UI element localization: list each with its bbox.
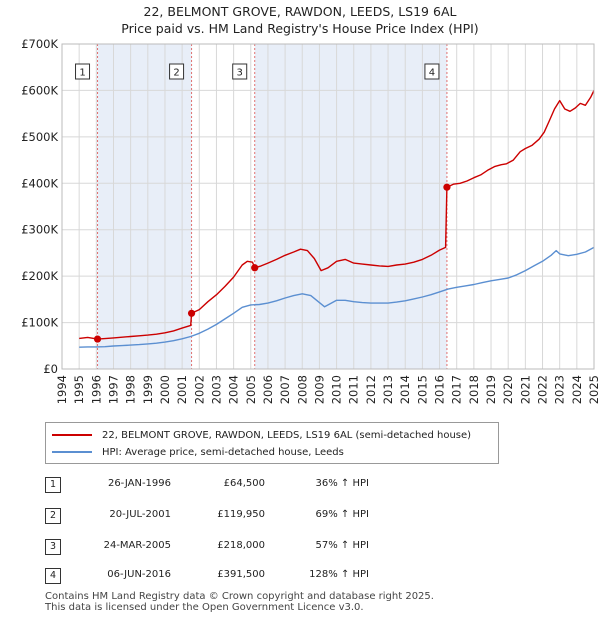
x-tick-label: 2021 bbox=[518, 375, 532, 404]
x-tick-label: 2002 bbox=[192, 375, 206, 404]
sale-label-box bbox=[75, 63, 91, 80]
x-tick-label: 2009 bbox=[312, 375, 326, 404]
transaction-number: 3 bbox=[45, 539, 61, 555]
table-row: 4 06-JUN-2016 £391,500 128% ↑ HPI bbox=[45, 568, 425, 586]
x-tick-label: 2007 bbox=[278, 375, 292, 404]
plot-border bbox=[61, 43, 595, 370]
footer: Contains HM Land Registry data © Crown c… bbox=[45, 591, 434, 613]
transaction-number: 1 bbox=[45, 477, 61, 493]
x-tick-label: 2011 bbox=[347, 375, 361, 404]
property-price-line bbox=[79, 90, 595, 340]
y-tick-label: £500K bbox=[21, 130, 58, 144]
transaction-date: 20-JUL-2001 bbox=[109, 509, 171, 520]
y-tick-label: £400K bbox=[21, 176, 58, 190]
y-tick-label: £200K bbox=[21, 269, 58, 283]
sale-point bbox=[93, 335, 102, 343]
y-tick-label: £700K bbox=[21, 37, 58, 51]
transaction-price: £64,500 bbox=[223, 478, 265, 489]
transaction-price: £218,000 bbox=[217, 540, 265, 551]
sale-label: 3 bbox=[237, 68, 243, 79]
x-tick-label: 2005 bbox=[244, 375, 258, 404]
legend-swatch-hpi bbox=[52, 451, 92, 453]
sale-points bbox=[93, 183, 451, 343]
transaction-hpi: 36% ↑ HPI bbox=[315, 478, 369, 489]
legend-label-hpi: HPI: Average price, semi-detached house,… bbox=[102, 446, 344, 458]
shaded-period bbox=[254, 44, 447, 369]
chart-subtitle: Price paid vs. HM Land Registry's House … bbox=[121, 21, 479, 36]
table-row: 3 24-MAR-2005 £218,000 57% ↑ HPI bbox=[45, 539, 425, 557]
sale-labels: 1 2 3 4 bbox=[75, 63, 440, 80]
x-tick-label: 1997 bbox=[106, 375, 120, 404]
x-tick-label: 2015 bbox=[415, 375, 429, 404]
footer-copyright: Contains HM Land Registry data © Crown c… bbox=[45, 591, 434, 602]
x-tick-label: 2010 bbox=[330, 375, 344, 404]
x-tick-label: 2017 bbox=[450, 375, 464, 404]
transaction-hpi: 128% ↑ HPI bbox=[309, 569, 369, 580]
x-tick-label: 1998 bbox=[124, 375, 138, 404]
legend: 22, BELMONT GROVE, RAWDON, LEEDS, LS19 6… bbox=[45, 422, 499, 464]
x-tick-label: 2019 bbox=[484, 375, 498, 404]
transaction-hpi: 57% ↑ HPI bbox=[315, 540, 369, 551]
sale-label: 1 bbox=[79, 68, 85, 79]
x-tick-label: 2013 bbox=[381, 375, 395, 404]
legend-swatch-property bbox=[52, 434, 92, 436]
transaction-number: 2 bbox=[45, 508, 61, 524]
transaction-price: £391,500 bbox=[217, 569, 265, 580]
sale-label: 2 bbox=[173, 68, 179, 79]
transaction-date: 26-JAN-1996 bbox=[107, 478, 171, 489]
price-chart: 1 2 3 4 £0 £100K £200K £300K £400K £500K £600K £70… bbox=[21, 37, 600, 404]
hpi-line bbox=[79, 246, 595, 348]
chart-title-line1: 22, BELMONT GROVE, RAWDON, LEEDS, LS19 6… bbox=[143, 4, 457, 19]
x-tick-label: 1996 bbox=[89, 375, 103, 404]
y-tick-label: £600K bbox=[21, 83, 58, 97]
axes: £0 £100K £200K £300K £400K £500K £600K £700K 199… bbox=[21, 37, 600, 404]
sale-point bbox=[443, 183, 451, 191]
sale-label-box bbox=[424, 63, 440, 80]
x-tick-label: 2025 bbox=[587, 375, 600, 404]
y-tick-label: £0 bbox=[43, 362, 58, 376]
x-tick-label: 2004 bbox=[227, 375, 241, 404]
x-tick-label: 2006 bbox=[261, 375, 275, 404]
transaction-hpi: 69% ↑ HPI bbox=[315, 509, 369, 520]
transaction-price: £119,950 bbox=[217, 509, 265, 520]
x-tick-label: 2024 bbox=[570, 375, 584, 404]
x-tick-label: 2012 bbox=[364, 375, 378, 404]
series-lines bbox=[79, 90, 595, 348]
shaded-period bbox=[97, 44, 192, 369]
x-tick-label: 2020 bbox=[501, 375, 515, 404]
x-tick-label: 2001 bbox=[175, 375, 189, 404]
footer-licence: This data is licensed under the Open Gov… bbox=[45, 602, 364, 613]
sale-label-box bbox=[169, 63, 185, 80]
sale-point bbox=[187, 309, 196, 317]
x-tick-label: 1999 bbox=[141, 375, 155, 404]
x-tick-label: 2023 bbox=[553, 375, 567, 404]
x-tick-label: 1994 bbox=[55, 375, 69, 404]
x-tick-label: 2000 bbox=[158, 375, 172, 404]
x-tick-label: 2016 bbox=[433, 375, 447, 404]
sale-point bbox=[251, 264, 259, 272]
legend-item-property: 22, BELMONT GROVE, RAWDON, LEEDS, LS19 6… bbox=[52, 427, 471, 443]
x-tick-label: 2008 bbox=[295, 375, 309, 404]
transaction-number: 4 bbox=[45, 568, 61, 584]
x-tick-label: 2018 bbox=[467, 375, 481, 404]
transaction-date: 24-MAR-2005 bbox=[103, 540, 171, 551]
y-tick-label: £300K bbox=[21, 223, 58, 237]
x-tick-label: 2022 bbox=[536, 375, 550, 404]
x-tick-label: 1995 bbox=[72, 375, 86, 404]
table-row: 2 20-JUL-2001 £119,950 69% ↑ HPI bbox=[45, 508, 425, 526]
transaction-date: 06-JUN-2016 bbox=[107, 569, 171, 580]
legend-label-property: 22, BELMONT GROVE, RAWDON, LEEDS, LS19 6… bbox=[102, 429, 472, 441]
x-tick-label: 2014 bbox=[398, 375, 412, 404]
y-tick-label: £100K bbox=[21, 316, 58, 330]
shaded-periods bbox=[62, 44, 594, 369]
sale-label: 4 bbox=[429, 68, 435, 79]
table-row: 1 26-JAN-1996 £64,500 36% ↑ HPI bbox=[45, 477, 425, 495]
x-tick-label: 2003 bbox=[209, 375, 223, 404]
legend-item-hpi: HPI: Average price, semi-detached house,… bbox=[52, 444, 344, 460]
sale-label-box bbox=[232, 63, 248, 80]
